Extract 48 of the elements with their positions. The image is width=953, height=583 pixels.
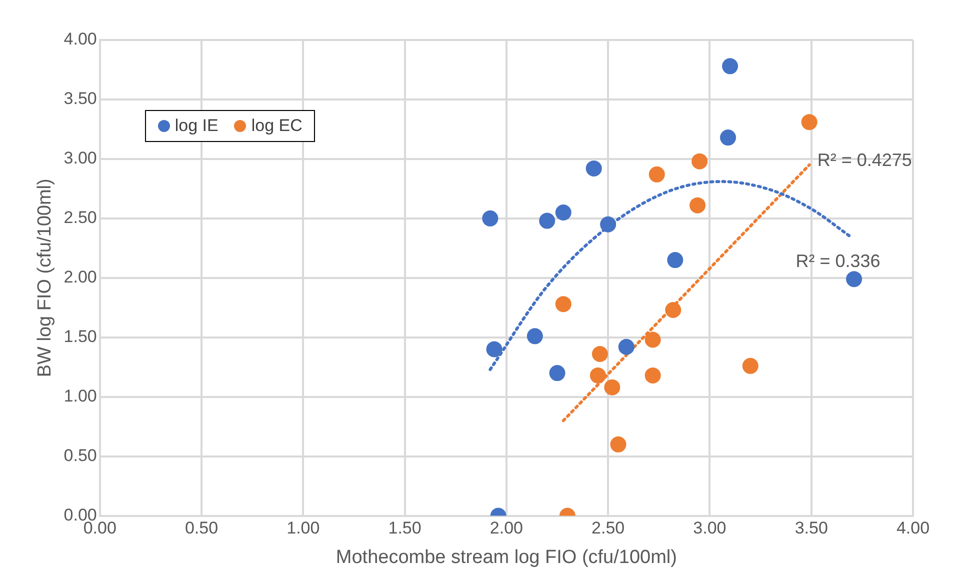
x-tick-label: 1.50 (388, 518, 422, 538)
point (644, 332, 661, 348)
point (648, 166, 665, 182)
point (592, 346, 608, 362)
y-tick-label: 2.50 (64, 208, 97, 228)
y-tick-label: 0.50 (64, 446, 97, 466)
point (526, 328, 543, 344)
point (555, 204, 572, 220)
y-tick-label: 4.00 (64, 30, 97, 49)
point (482, 210, 498, 226)
legend-label: log IE (174, 116, 218, 136)
point (720, 130, 736, 146)
point (846, 271, 862, 288)
point (539, 212, 556, 229)
point (801, 114, 818, 130)
y-tick-label: 3.00 (64, 148, 97, 168)
point (644, 367, 661, 384)
annotation: R² = 0.4275 (817, 150, 912, 170)
x-axis-title: Mothecombe stream log FIO (cfu/100ml) (336, 546, 677, 568)
point (555, 296, 572, 312)
y-tick-label: 3.50 (64, 89, 97, 108)
x-tick-label: 1.00 (286, 518, 320, 538)
point (667, 252, 684, 268)
point (590, 367, 606, 384)
x-tick-label: 3.00 (693, 518, 726, 538)
y-axis-title: BW log FIO (cfu/100ml) (34, 178, 56, 378)
x-tick-label: 3.50 (794, 518, 828, 538)
y-tick-label: 1.00 (64, 386, 97, 406)
point (690, 197, 706, 214)
point (486, 341, 502, 358)
point (586, 160, 602, 176)
point (665, 302, 682, 318)
point (742, 358, 758, 374)
point (604, 379, 620, 396)
point (722, 58, 738, 74)
x-tick-label: 2.00 (490, 518, 523, 538)
x-tick-label: 0.50 (184, 518, 218, 538)
point (610, 436, 626, 452)
point (600, 216, 616, 232)
x-tick-label: 2.50 (592, 518, 625, 538)
annotation: R² = 0.336 (796, 251, 880, 272)
y-tick-label: 2.00 (64, 268, 97, 287)
point (549, 365, 566, 382)
legend-label: log EC (251, 116, 302, 136)
point (618, 338, 634, 355)
y-tick-label: 1.50 (64, 327, 97, 346)
x-tick-label: 4.00 (896, 518, 930, 538)
point (692, 153, 708, 170)
